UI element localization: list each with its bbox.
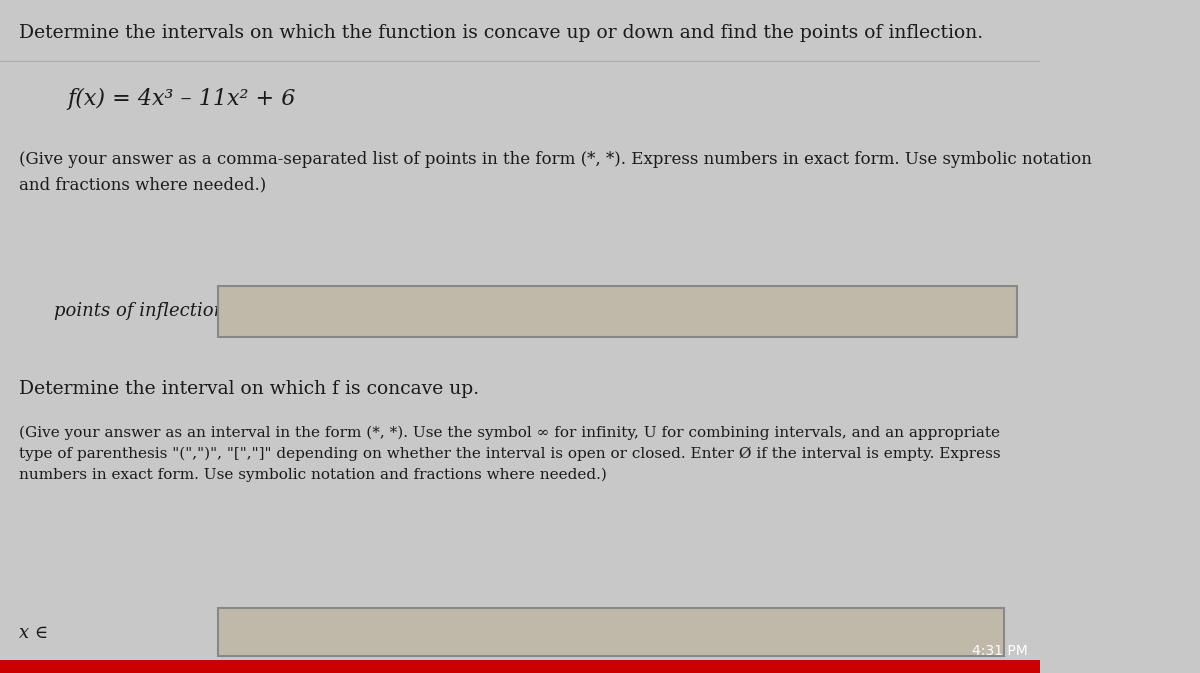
- Text: points of inflection:: points of inflection:: [54, 302, 232, 320]
- FancyBboxPatch shape: [218, 608, 1004, 656]
- Text: Determine the intervals on which the function is concave up or down and find the: Determine the intervals on which the fun…: [19, 24, 983, 42]
- Text: x ∈: x ∈: [19, 624, 48, 641]
- Text: 4:31 PM: 4:31 PM: [972, 644, 1028, 658]
- FancyBboxPatch shape: [0, 660, 1040, 673]
- Text: f(x) = 4x³ – 11x² + 6: f(x) = 4x³ – 11x² + 6: [67, 87, 296, 110]
- FancyBboxPatch shape: [218, 286, 1018, 336]
- Text: (Give your answer as an interval in the form (*, *). Use the symbol ∞ for infini: (Give your answer as an interval in the …: [19, 425, 1001, 482]
- Text: (Give your answer as a comma-separated list of points in the form (*, *). Expres: (Give your answer as a comma-separated l…: [19, 151, 1092, 193]
- Text: Determine the interval on which f is concave up.: Determine the interval on which f is con…: [19, 380, 479, 398]
